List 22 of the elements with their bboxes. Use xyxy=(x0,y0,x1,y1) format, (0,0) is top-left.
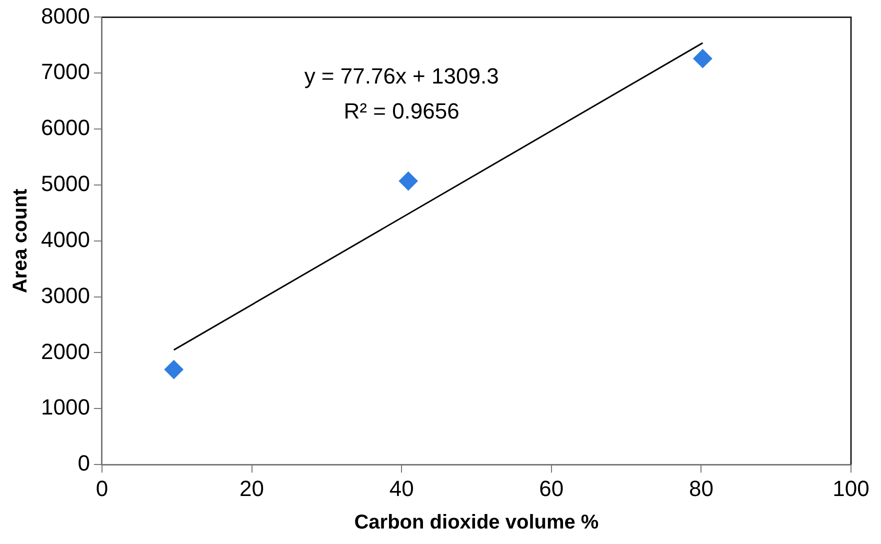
y-tick-label: 4000 xyxy=(40,226,90,252)
point xyxy=(398,172,418,191)
y-tick-label: 2000 xyxy=(40,338,90,364)
x-tick-label: 100 xyxy=(832,476,870,501)
y-tick-label: 0 xyxy=(78,450,90,476)
y-tick-label: 1000 xyxy=(40,394,90,420)
y-tick-label: 8000 xyxy=(40,3,90,28)
annotation: R² = 0.9656 xyxy=(344,98,460,124)
x-axis-title: Carbon dioxide volume % xyxy=(354,512,599,534)
annotation: y = 77.76x + 1309.3 xyxy=(304,63,499,88)
x-tick-label: 80 xyxy=(688,476,714,501)
x-tick-label: 40 xyxy=(389,476,414,501)
y-tick-label: 3000 xyxy=(40,282,90,308)
y-tick-label: 5000 xyxy=(40,171,90,196)
y-axis-title: Area count xyxy=(10,188,32,294)
x-tick-label: 20 xyxy=(240,476,264,501)
point xyxy=(693,49,712,68)
y-tick-label: 7000 xyxy=(40,59,90,84)
x-tick-label: 0 xyxy=(96,476,108,501)
x-tick-label: 60 xyxy=(539,476,564,501)
y-tick-label: 6000 xyxy=(40,115,90,140)
point xyxy=(164,360,184,380)
